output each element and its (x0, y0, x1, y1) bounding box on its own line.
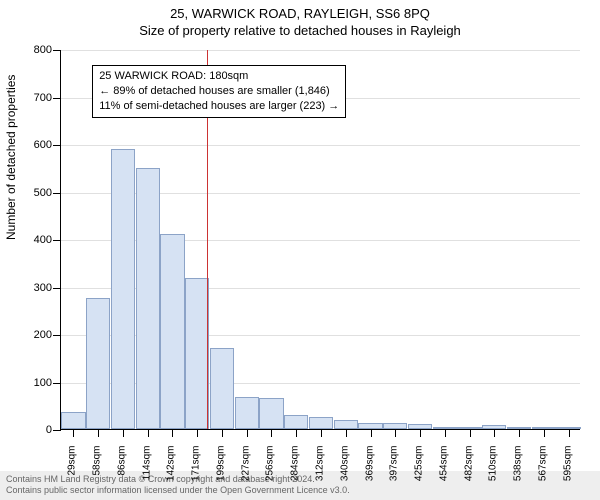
x-tick-label: 227sqm (240, 446, 251, 496)
y-tick (53, 50, 61, 51)
y-tick-label: 100 (22, 377, 52, 389)
x-tick (222, 429, 223, 437)
x-tick-label: 256sqm (265, 446, 276, 496)
x-tick (544, 429, 545, 437)
x-tick-label: 58sqm (92, 446, 103, 496)
y-tick-label: 300 (22, 282, 52, 294)
annotation-line: 11% of semi-detached houses are larger (… (99, 99, 339, 114)
y-axis-title: Number of detached properties (4, 75, 18, 240)
x-tick-label: 29sqm (67, 446, 78, 496)
histogram-bar (210, 348, 234, 429)
y-tick (53, 430, 61, 431)
histogram-bar (136, 168, 160, 429)
x-tick (296, 429, 297, 437)
histogram-bar (160, 234, 184, 429)
y-tick (53, 145, 61, 146)
x-tick-label: 567sqm (537, 446, 548, 496)
y-tick (53, 383, 61, 384)
x-tick-label: 86sqm (116, 446, 127, 496)
y-tick (53, 335, 61, 336)
x-tick (247, 429, 248, 437)
y-tick (53, 98, 61, 99)
x-tick-label: 397sqm (389, 446, 400, 496)
annotation-box: 25 WARWICK ROAD: 180sqm← 89% of detached… (92, 65, 346, 118)
y-tick-label: 500 (22, 187, 52, 199)
y-tick (53, 240, 61, 241)
x-tick (346, 429, 347, 437)
y-tick-label: 600 (22, 139, 52, 151)
x-tick-label: 425sqm (414, 446, 425, 496)
x-tick (445, 429, 446, 437)
x-tick (172, 429, 173, 437)
histogram-bar (86, 298, 110, 429)
x-tick-label: 114sqm (141, 446, 152, 496)
histogram-bar (259, 398, 283, 429)
x-tick-label: 199sqm (215, 446, 226, 496)
page-title: 25, WARWICK ROAD, RAYLEIGH, SS6 8PQ (0, 0, 600, 21)
x-tick-label: 454sqm (438, 446, 449, 496)
x-tick (494, 429, 495, 437)
x-tick (519, 429, 520, 437)
x-tick (395, 429, 396, 437)
histogram-bar (334, 420, 358, 430)
x-tick (569, 429, 570, 437)
x-tick (470, 429, 471, 437)
x-tick (148, 429, 149, 437)
histogram-bar (309, 417, 333, 429)
x-tick-label: 340sqm (339, 446, 350, 496)
annotation-line: ← 89% of detached houses are smaller (1,… (99, 84, 339, 99)
y-tick-label: 800 (22, 44, 52, 56)
page-subtitle: Size of property relative to detached ho… (0, 21, 600, 38)
x-tick (371, 429, 372, 437)
x-tick-label: 482sqm (463, 446, 474, 496)
histogram-bar (61, 412, 85, 429)
y-tick-label: 400 (22, 234, 52, 246)
x-tick-label: 284sqm (290, 446, 301, 496)
histogram-bar (235, 397, 259, 429)
chart-plot-area: 25 WARWICK ROAD: 180sqm← 89% of detached… (60, 50, 580, 430)
y-tick-label: 700 (22, 92, 52, 104)
x-tick-label: 538sqm (513, 446, 524, 496)
x-tick-label: 595sqm (562, 446, 573, 496)
x-tick (73, 429, 74, 437)
histogram-bar (284, 415, 308, 429)
x-tick (123, 429, 124, 437)
x-tick (321, 429, 322, 437)
y-tick (53, 288, 61, 289)
gridline (61, 50, 580, 51)
x-tick (98, 429, 99, 437)
gridline (61, 145, 580, 146)
y-tick (53, 193, 61, 194)
y-tick-label: 0 (22, 424, 52, 436)
x-tick-label: 369sqm (364, 446, 375, 496)
x-tick (271, 429, 272, 437)
x-tick-label: 142sqm (166, 446, 177, 496)
x-tick-label: 171sqm (191, 446, 202, 496)
x-tick-label: 510sqm (488, 446, 499, 496)
x-tick (420, 429, 421, 437)
x-tick-label: 312sqm (315, 446, 326, 496)
histogram-bar (111, 149, 135, 429)
annotation-line: 25 WARWICK ROAD: 180sqm (99, 69, 339, 84)
x-tick (197, 429, 198, 437)
y-tick-label: 200 (22, 329, 52, 341)
